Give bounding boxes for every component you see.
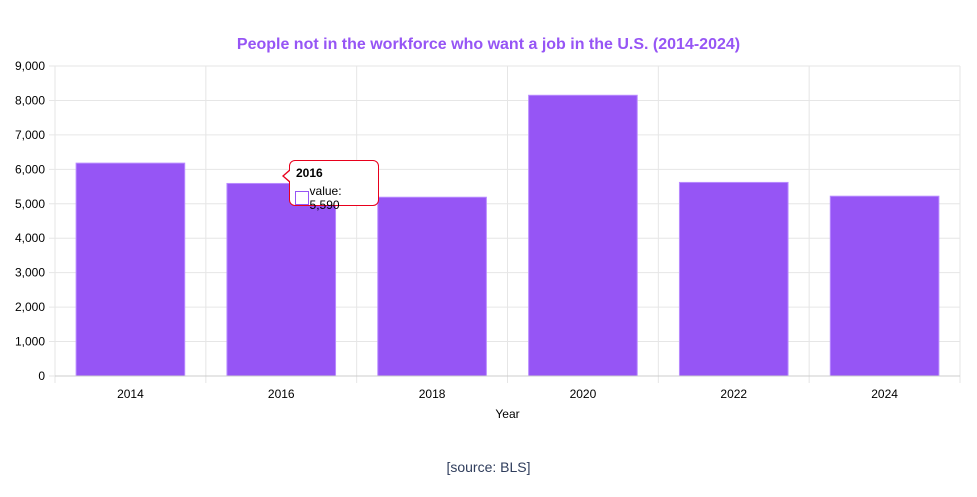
bar-2024[interactable] — [829, 195, 940, 377]
chart-title: People not in the workforce who want a j… — [236, 36, 741, 53]
x-tick-label: 2022 — [720, 387, 747, 401]
tooltip-value: value: 5,590 — [309, 184, 342, 212]
y-tick-label: 4,000 — [15, 231, 45, 245]
y-tick-label: 7,000 — [15, 128, 45, 142]
axis-layer: 0 1,000 2,000 3,000 4,000 5,000 6,000 7,000 8,00… — [15, 59, 960, 421]
y-tick-label: 2,000 — [15, 300, 45, 314]
y-tick-label: 0 — [38, 369, 45, 383]
y-tick-label: 8,000 — [15, 93, 45, 107]
x-tick-label: 2016 — [268, 387, 295, 401]
y-tick-label: 5,000 — [15, 197, 45, 211]
bar-2014[interactable] — [75, 162, 186, 377]
source-note: [source: BLS] — [446, 459, 531, 475]
x-tick-label: 2014 — [117, 387, 144, 401]
tooltip-swatch — [295, 191, 309, 205]
x-tick-label: 2020 — [570, 387, 597, 401]
bar-2018[interactable] — [377, 196, 487, 377]
data-tooltip: 2016 value: 5,590 — [282, 160, 379, 212]
x-tick-label: 2024 — [871, 387, 898, 401]
y-tick-label: 6,000 — [15, 162, 45, 176]
y-tick-label: 3,000 — [15, 266, 45, 280]
bar-2016[interactable] — [226, 182, 337, 377]
bar-2022[interactable] — [678, 181, 789, 377]
y-tick-label: 9,000 — [15, 59, 45, 73]
x-tick-label: 2018 — [419, 387, 446, 401]
tooltip-row: value: 5,590 — [295, 184, 372, 212]
bar-2020[interactable] — [528, 94, 638, 377]
grid-layer — [49, 65, 961, 383]
y-tick-label: 1,000 — [15, 335, 45, 349]
x-axis-title: Year — [495, 407, 519, 421]
tooltip-title: 2016 — [296, 166, 323, 180]
